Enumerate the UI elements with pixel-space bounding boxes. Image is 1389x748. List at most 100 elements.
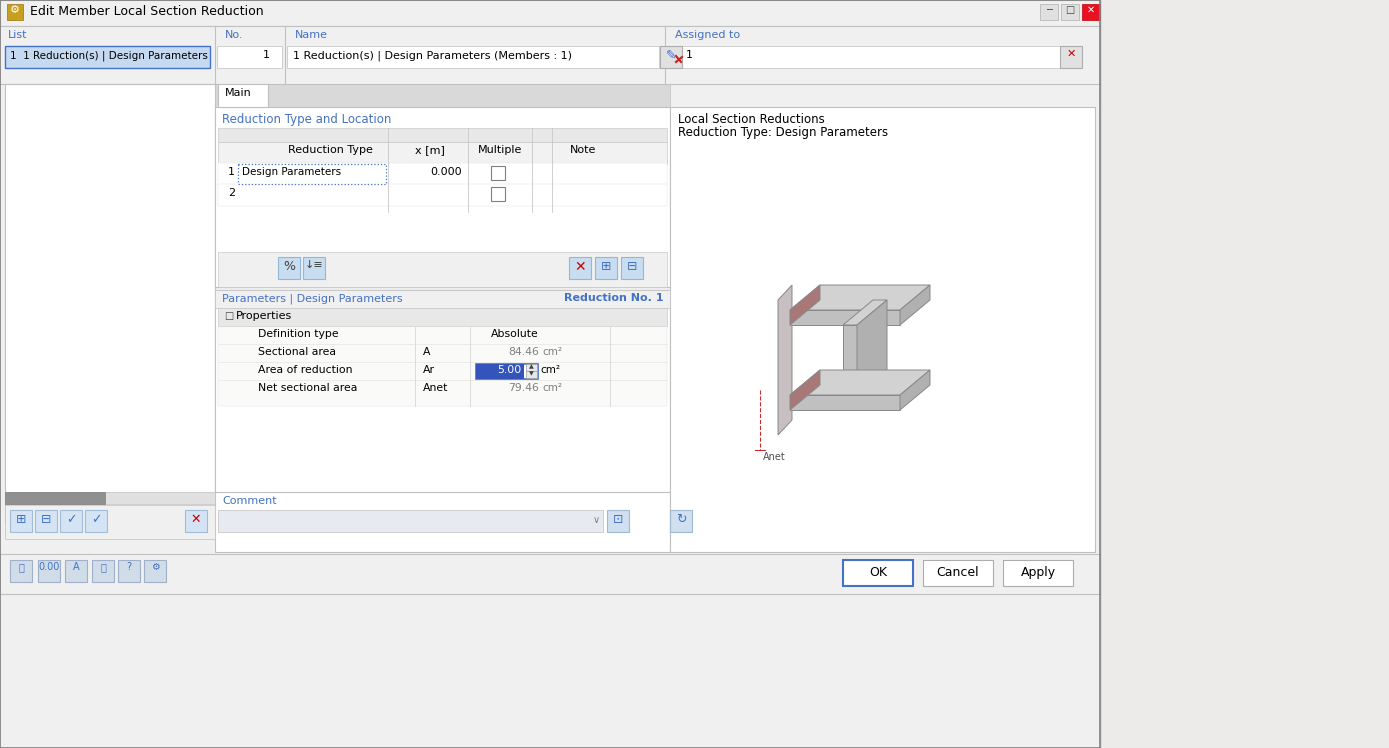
Text: x [m]: x [m] <box>415 145 444 155</box>
Bar <box>1003 560 1072 586</box>
Text: cm²: cm² <box>540 365 560 375</box>
Bar <box>215 84 669 108</box>
Bar <box>526 364 538 371</box>
Text: Anet: Anet <box>424 383 449 393</box>
Text: Ar: Ar <box>424 365 435 375</box>
Bar <box>1040 4 1058 20</box>
Text: Assigned to: Assigned to <box>675 30 740 40</box>
Bar <box>526 371 538 378</box>
Text: Definition type: Definition type <box>258 329 339 339</box>
Bar <box>1061 4 1079 20</box>
Text: cm²: cm² <box>542 383 563 393</box>
Bar <box>218 252 667 287</box>
Text: ⊡: ⊡ <box>613 513 624 526</box>
Bar <box>667 46 1065 68</box>
Bar <box>660 46 682 68</box>
Text: ?: ? <box>126 562 132 572</box>
Polygon shape <box>778 285 792 435</box>
Text: A: A <box>72 562 79 572</box>
Text: Local Section Reductions: Local Section Reductions <box>678 113 825 126</box>
Text: ∨: ∨ <box>593 515 600 525</box>
Polygon shape <box>790 370 820 410</box>
Text: ─: ─ <box>1046 5 1051 15</box>
Bar <box>621 257 643 279</box>
Text: Reduction Type and Location: Reduction Type and Location <box>222 113 392 126</box>
Text: Cancel: Cancel <box>936 566 979 579</box>
Bar <box>218 326 667 406</box>
Bar <box>215 492 669 552</box>
Bar <box>10 510 32 532</box>
Text: Name: Name <box>294 30 328 40</box>
Text: Area of reduction: Area of reduction <box>258 365 353 375</box>
Bar <box>92 560 114 582</box>
Polygon shape <box>790 285 820 325</box>
Text: ⚙: ⚙ <box>150 562 160 572</box>
Bar <box>218 184 667 206</box>
Bar <box>238 164 386 184</box>
Text: ✕: ✕ <box>574 260 586 274</box>
Text: Properties: Properties <box>236 311 292 321</box>
Bar <box>924 560 993 586</box>
Text: Apply: Apply <box>1021 566 1056 579</box>
Bar <box>217 46 282 68</box>
Text: List: List <box>8 30 28 40</box>
Text: 1  1 Reduction(s) | Design Parameters: 1 1 Reduction(s) | Design Parameters <box>10 50 208 61</box>
Text: ↓≡: ↓≡ <box>304 260 324 270</box>
Text: Absolute: Absolute <box>492 329 539 339</box>
Text: 📊: 📊 <box>100 562 106 572</box>
Bar <box>7 4 24 20</box>
Bar <box>85 510 107 532</box>
Bar <box>35 510 57 532</box>
Bar <box>215 290 669 520</box>
Bar <box>118 560 140 582</box>
Bar <box>185 510 207 532</box>
Text: ✕: ✕ <box>1088 5 1095 15</box>
Polygon shape <box>790 395 900 410</box>
Polygon shape <box>790 285 931 310</box>
Text: Anet: Anet <box>763 452 786 462</box>
Bar <box>1082 4 1100 20</box>
Bar <box>218 163 667 185</box>
Bar <box>0 0 1100 26</box>
Text: ✓: ✓ <box>90 513 101 526</box>
Text: cm²: cm² <box>542 347 563 357</box>
Bar <box>288 46 658 68</box>
Bar <box>218 84 268 107</box>
Text: 5.00: 5.00 <box>497 365 521 375</box>
Bar <box>0 0 1100 748</box>
Polygon shape <box>857 300 888 400</box>
Bar <box>476 364 538 379</box>
Text: Multiple: Multiple <box>478 145 522 155</box>
Bar <box>218 308 667 326</box>
Text: 2: 2 <box>228 188 235 198</box>
Text: ▲: ▲ <box>529 364 533 369</box>
Text: □: □ <box>1065 5 1075 15</box>
Bar <box>6 46 210 68</box>
Polygon shape <box>790 310 900 325</box>
Bar <box>60 510 82 532</box>
Bar <box>6 492 106 504</box>
Text: ⚙: ⚙ <box>10 5 19 15</box>
Text: Edit Member Local Section Reduction: Edit Member Local Section Reduction <box>31 5 264 18</box>
Text: ✕: ✕ <box>190 513 201 526</box>
Bar <box>303 257 325 279</box>
Text: ⊞: ⊞ <box>15 513 26 526</box>
Bar <box>6 84 215 524</box>
Text: ⊟: ⊟ <box>40 513 51 526</box>
Text: A: A <box>424 347 431 357</box>
Bar <box>218 128 667 142</box>
Text: 79.46: 79.46 <box>508 383 539 393</box>
Bar <box>38 560 60 582</box>
Text: OK: OK <box>870 566 888 579</box>
Bar <box>6 505 215 539</box>
Text: Design Parameters: Design Parameters <box>242 167 342 177</box>
Bar <box>490 187 506 201</box>
Text: %: % <box>283 260 294 273</box>
Bar <box>218 142 667 164</box>
Text: 🔍: 🔍 <box>18 562 24 572</box>
Polygon shape <box>790 370 931 395</box>
Text: Net sectional area: Net sectional area <box>258 383 357 393</box>
Text: ⊞: ⊞ <box>601 260 611 273</box>
Bar <box>218 510 603 532</box>
Bar <box>476 364 524 379</box>
